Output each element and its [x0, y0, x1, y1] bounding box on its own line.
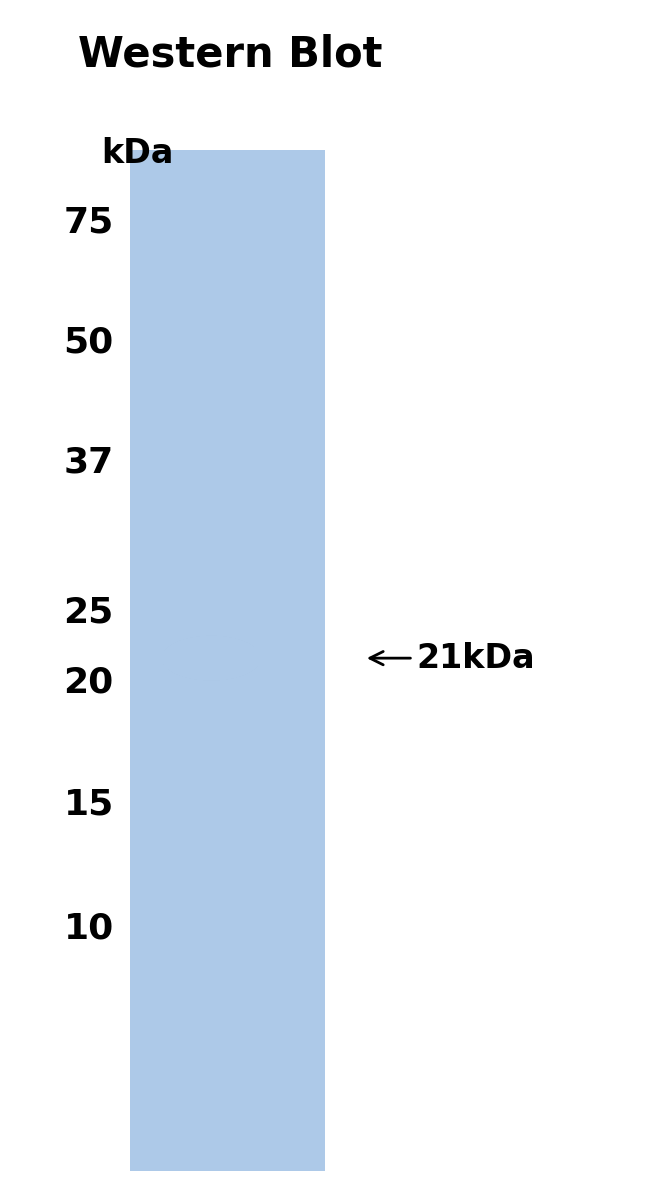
Ellipse shape [192, 650, 230, 667]
Text: 25: 25 [64, 596, 114, 629]
Ellipse shape [174, 641, 249, 675]
Ellipse shape [187, 647, 235, 669]
Ellipse shape [182, 645, 240, 671]
Ellipse shape [181, 645, 242, 671]
Ellipse shape [190, 649, 233, 668]
Ellipse shape [194, 650, 229, 667]
Ellipse shape [168, 639, 254, 677]
Ellipse shape [170, 639, 253, 677]
Text: 15: 15 [64, 788, 114, 821]
Ellipse shape [175, 641, 248, 675]
Ellipse shape [161, 635, 261, 681]
Ellipse shape [185, 646, 238, 670]
Text: 20: 20 [64, 665, 114, 699]
Ellipse shape [206, 656, 216, 661]
Ellipse shape [167, 638, 255, 679]
Ellipse shape [191, 649, 231, 668]
Ellipse shape [186, 646, 237, 670]
Text: 21kDa: 21kDa [370, 641, 534, 675]
Ellipse shape [176, 643, 246, 674]
Ellipse shape [199, 652, 224, 664]
Ellipse shape [162, 635, 261, 681]
Ellipse shape [172, 640, 250, 676]
Ellipse shape [200, 653, 222, 663]
Ellipse shape [179, 644, 244, 673]
Ellipse shape [202, 655, 220, 662]
Ellipse shape [164, 637, 258, 680]
Ellipse shape [183, 646, 239, 670]
Text: 50: 50 [64, 325, 114, 359]
Ellipse shape [163, 637, 259, 680]
Text: Western Blot: Western Blot [79, 34, 383, 74]
Ellipse shape [166, 638, 257, 679]
Ellipse shape [180, 644, 242, 673]
Ellipse shape [171, 640, 252, 676]
Ellipse shape [196, 651, 226, 665]
Text: 37: 37 [64, 446, 114, 479]
Ellipse shape [177, 643, 245, 674]
Ellipse shape [198, 652, 225, 664]
Ellipse shape [202, 653, 221, 663]
Ellipse shape [205, 656, 218, 661]
Text: kDa: kDa [101, 137, 173, 171]
Text: 10: 10 [64, 912, 114, 945]
Ellipse shape [203, 655, 219, 662]
Ellipse shape [195, 651, 228, 665]
Text: 75: 75 [64, 205, 114, 239]
Ellipse shape [209, 657, 214, 659]
Bar [130, 150, 325, 1171]
Ellipse shape [188, 647, 234, 669]
Ellipse shape [207, 657, 215, 659]
